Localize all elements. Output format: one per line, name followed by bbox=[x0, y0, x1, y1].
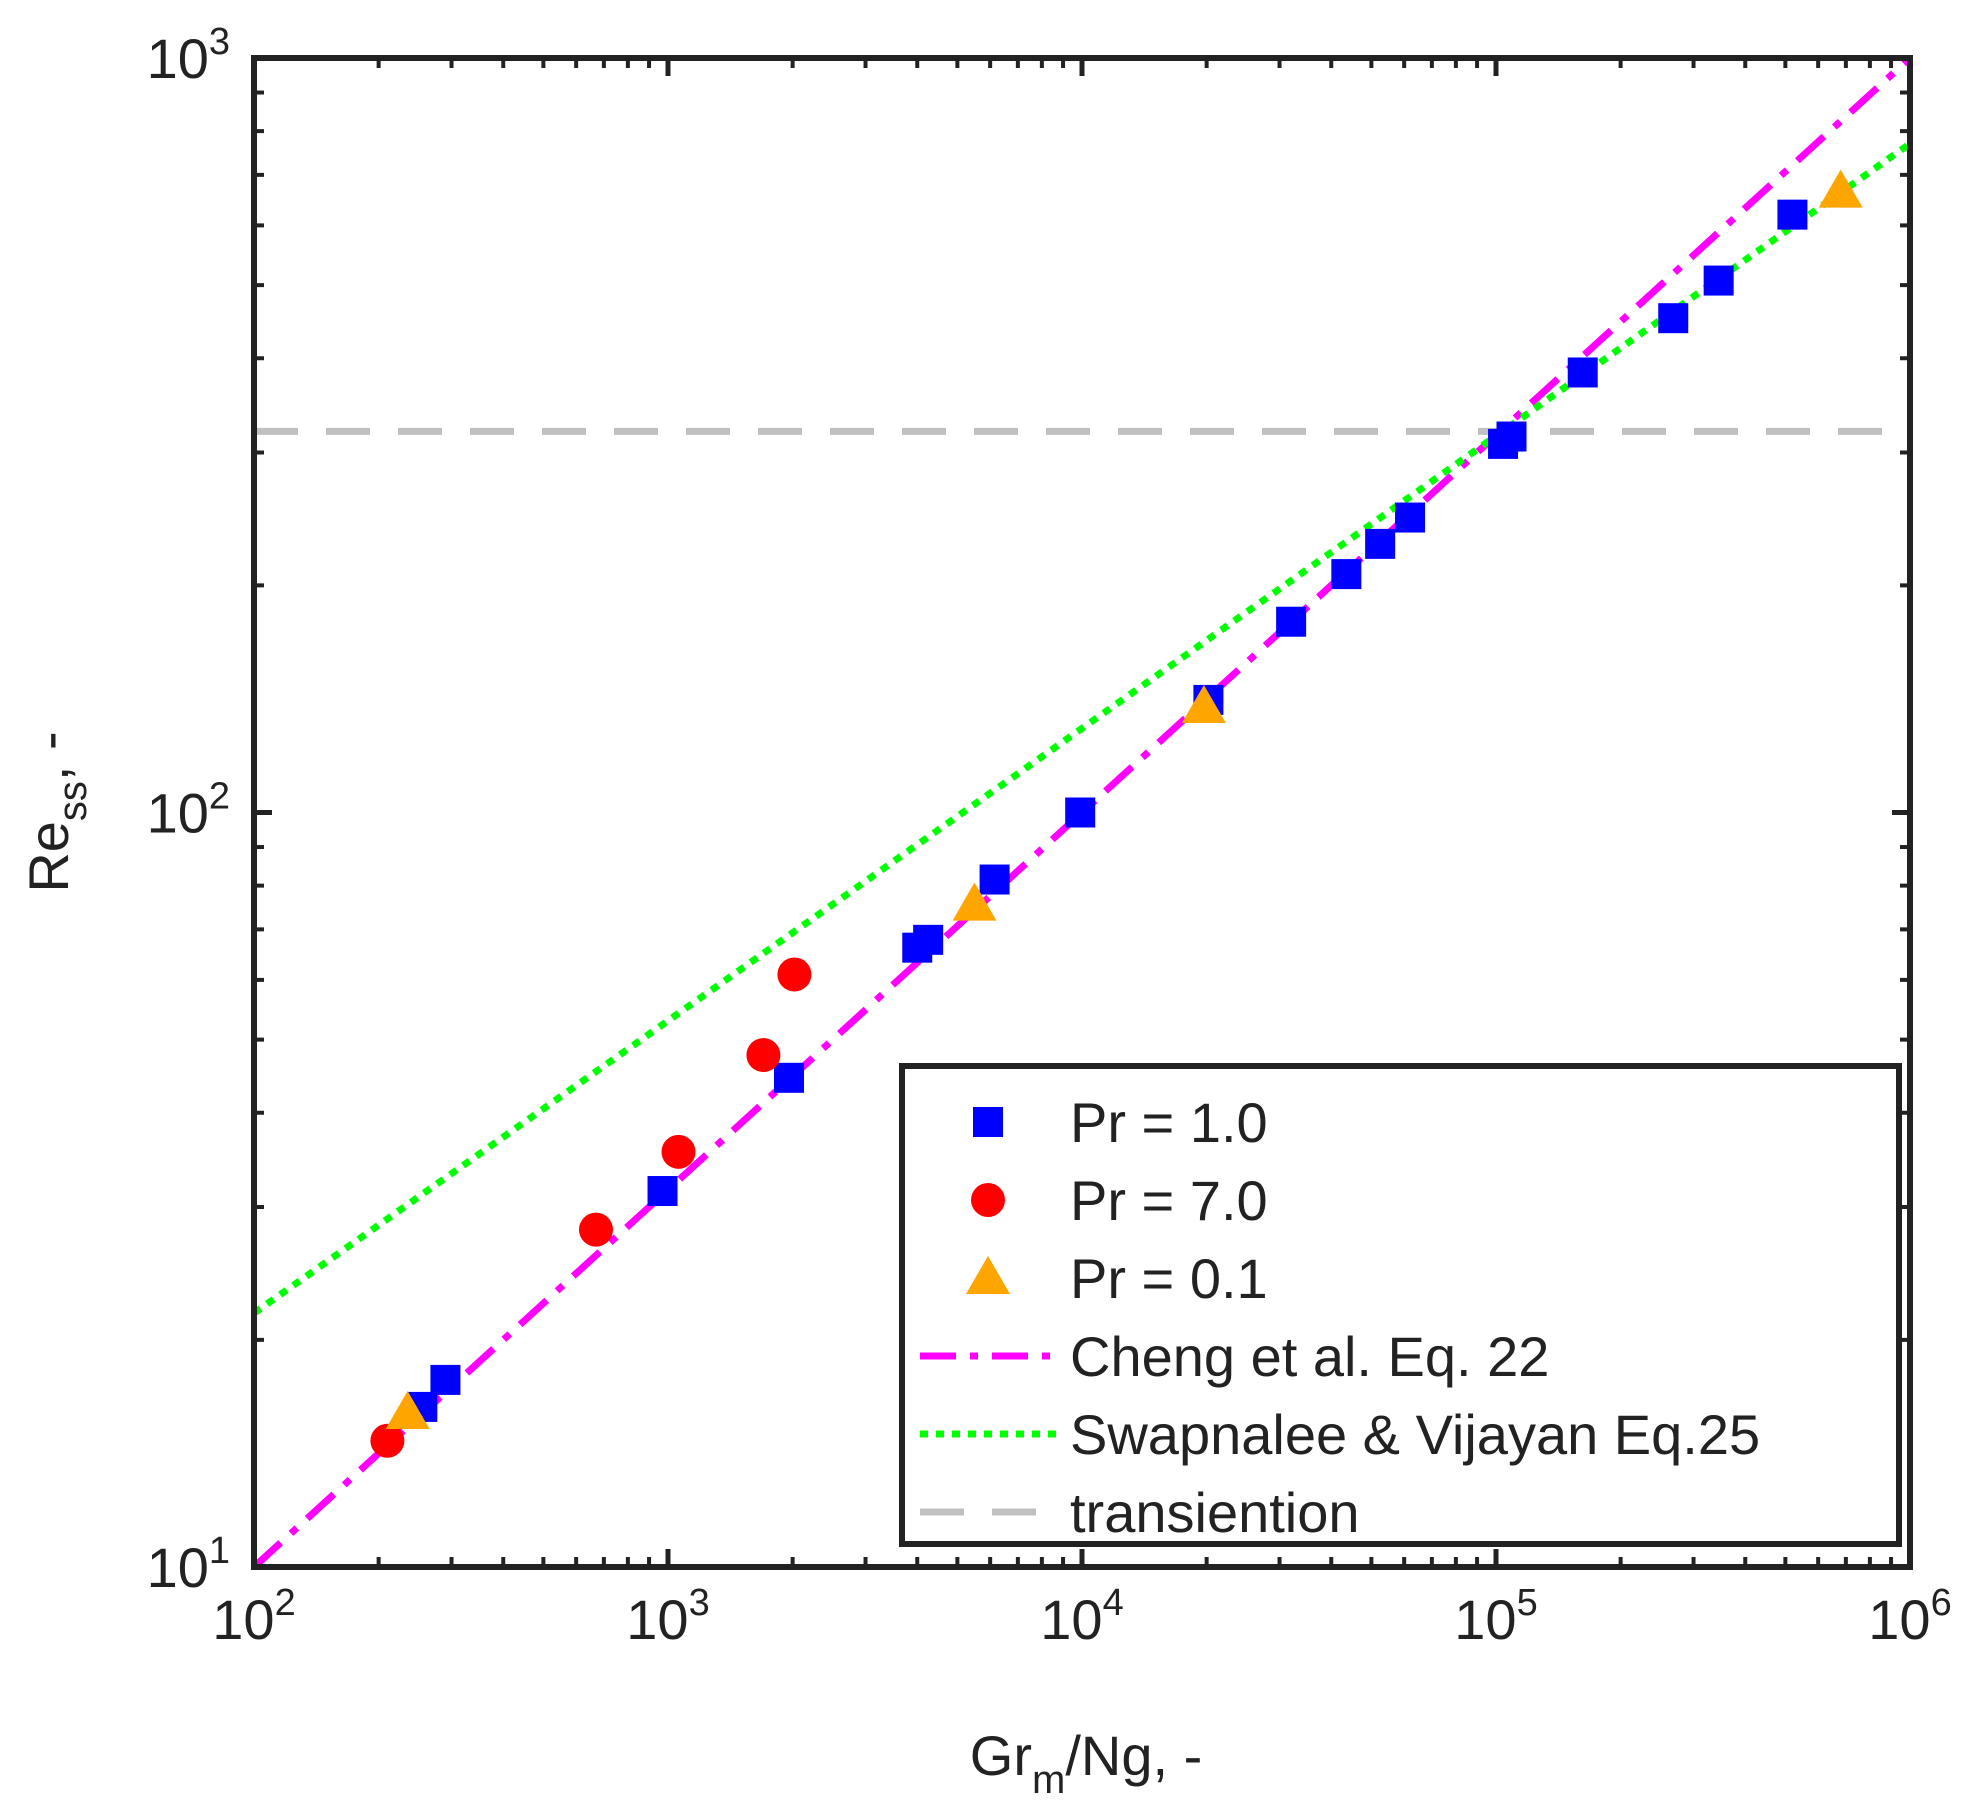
square-data-point bbox=[913, 924, 944, 955]
legend-entry: Pr = 0.1 bbox=[966, 1247, 1268, 1310]
y-tick-label: 103 bbox=[147, 21, 230, 90]
triangle-data-point bbox=[1181, 684, 1226, 723]
x-tick-labels: 102 103 104 105 106 bbox=[212, 1582, 1951, 1651]
x-tick-label: 106 bbox=[1868, 1582, 1951, 1651]
square-data-point bbox=[1065, 797, 1096, 828]
x-axis-label: Grm/Ng, - bbox=[970, 1724, 1202, 1801]
x-tick-label: 103 bbox=[626, 1582, 709, 1651]
legend-label: Pr = 0.1 bbox=[1070, 1247, 1268, 1310]
legend-entry: Cheng et al. Eq. 22 bbox=[920, 1325, 1549, 1388]
series-circle-markers bbox=[370, 957, 812, 1458]
square-data-point bbox=[1365, 528, 1396, 559]
fit-lines bbox=[251, 55, 1913, 1570]
y-tick-labels: 101 102 103 bbox=[147, 21, 230, 1599]
legend-circle-symbol bbox=[971, 1183, 1005, 1217]
legend-label: transiention bbox=[1070, 1481, 1360, 1544]
square-data-point bbox=[1395, 502, 1426, 533]
circle-data-point bbox=[777, 957, 812, 992]
legend-entry: transiention bbox=[920, 1481, 1360, 1544]
circle-data-point bbox=[661, 1134, 696, 1169]
triangle-data-point bbox=[385, 1390, 430, 1429]
circle-data-point bbox=[370, 1423, 405, 1458]
legend-entry: Swapnalee & Vijayan Eq.25 bbox=[920, 1403, 1760, 1466]
legend-label: Pr = 7.0 bbox=[1070, 1169, 1268, 1232]
axes-frame bbox=[251, 55, 1913, 1570]
triangle-data-point bbox=[952, 882, 997, 921]
square-data-point bbox=[979, 864, 1010, 895]
x-tick-label: 105 bbox=[1454, 1582, 1537, 1651]
square-data-point bbox=[1567, 357, 1598, 388]
legend-entry: Pr = 1.0 bbox=[973, 1091, 1268, 1154]
y-tick-label: 102 bbox=[147, 776, 230, 845]
legend-label: Pr = 1.0 bbox=[1070, 1091, 1268, 1154]
y-axis-label: Ress, - bbox=[17, 731, 95, 892]
square-data-point bbox=[430, 1364, 461, 1395]
square-data-point bbox=[1496, 421, 1527, 452]
x-tick-label: 104 bbox=[1040, 1582, 1123, 1651]
legend-triangle-symbol bbox=[966, 1256, 1010, 1294]
series-triangle-markers bbox=[385, 169, 1863, 1429]
cheng-eq22-line bbox=[251, 55, 1913, 1570]
square-data-point bbox=[773, 1062, 804, 1093]
square-data-point bbox=[647, 1176, 678, 1207]
square-data-point bbox=[1331, 559, 1362, 590]
circle-data-point bbox=[746, 1038, 781, 1073]
legend-entry: Pr = 7.0 bbox=[971, 1169, 1268, 1232]
triangle-data-point bbox=[1818, 169, 1863, 208]
x-tick-label: 102 bbox=[212, 1582, 295, 1651]
legend-label: Cheng et al. Eq. 22 bbox=[1070, 1325, 1549, 1388]
square-data-point bbox=[1703, 265, 1734, 296]
legend: Pr = 1.0 Pr = 7.0 Pr = 0.1 Cheng et al. Eq.… bbox=[899, 1063, 1902, 1547]
legend-box bbox=[899, 1063, 1902, 1547]
legend-square-symbol bbox=[973, 1107, 1003, 1137]
square-data-point bbox=[1276, 606, 1307, 637]
square-data-point bbox=[1658, 303, 1689, 334]
y-tick-label: 101 bbox=[147, 1530, 230, 1599]
circle-data-point bbox=[578, 1212, 613, 1247]
legend-label: Swapnalee & Vijayan Eq.25 bbox=[1070, 1403, 1760, 1466]
swapnalee-vijayan-eq25-line bbox=[251, 140, 1913, 1317]
data-markers bbox=[370, 169, 1863, 1458]
square-data-point bbox=[1777, 199, 1808, 230]
